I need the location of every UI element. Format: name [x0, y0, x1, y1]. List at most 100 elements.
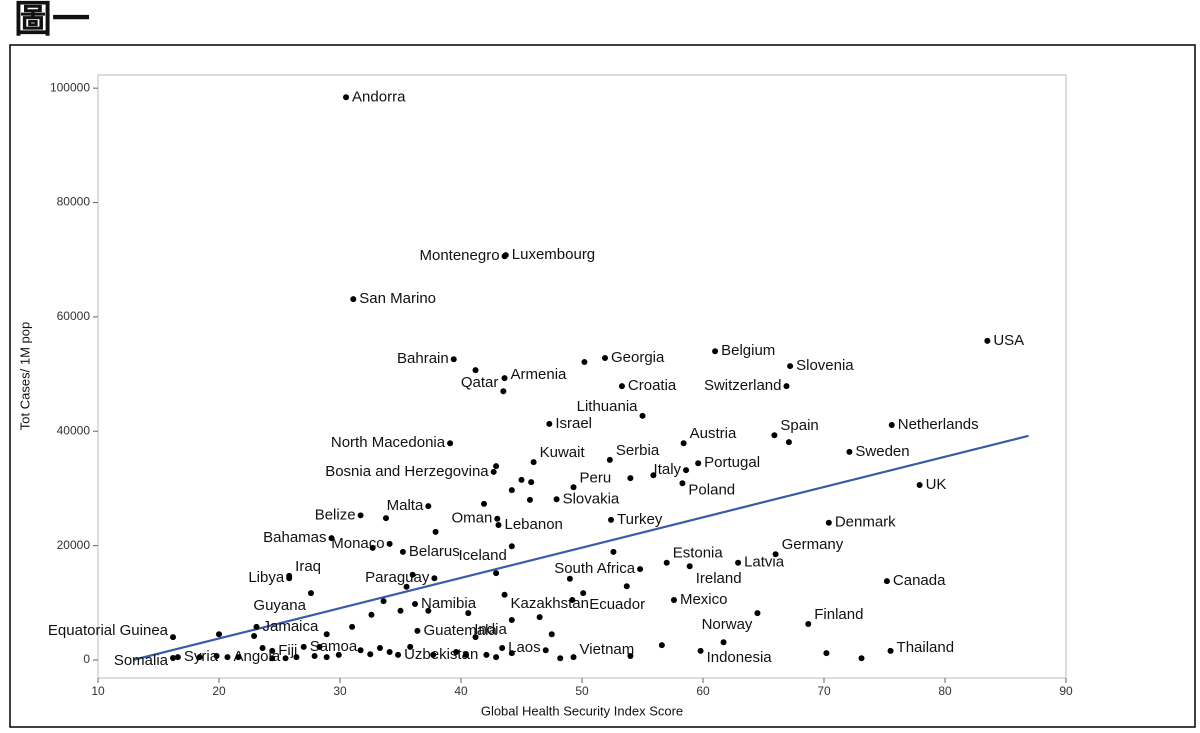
x-tick-label: 30 [333, 684, 347, 698]
point [501, 375, 508, 382]
point-label: Qatar [461, 374, 499, 391]
point [581, 359, 588, 366]
point [570, 654, 577, 661]
point [566, 575, 573, 582]
point [772, 551, 779, 558]
point-label: Georgia [611, 349, 665, 366]
point [650, 472, 657, 479]
point [453, 648, 460, 655]
point-label: Sweden [855, 443, 909, 460]
point [349, 623, 356, 630]
point [508, 650, 515, 657]
point [286, 572, 293, 579]
point [450, 356, 457, 363]
point-label: Peru [580, 469, 612, 486]
point-label: Italy [654, 461, 682, 478]
point [368, 611, 375, 618]
point-label: Andorra [352, 88, 406, 105]
point-label: South Africa [554, 560, 636, 577]
point-label: Slovenia [796, 357, 854, 374]
point-label: Mexico [680, 591, 728, 608]
x-axis-label: Global Health Security Index Score [481, 703, 683, 718]
point [639, 412, 646, 419]
point-label: Netherlands [898, 416, 979, 433]
point [472, 367, 479, 374]
point [783, 383, 790, 390]
chart-title: 圖一 [14, 0, 90, 41]
point [323, 631, 330, 638]
point [528, 479, 535, 486]
point-label: Austria [690, 425, 737, 442]
point-label: Latvia [744, 554, 785, 571]
point-label: Germany [782, 536, 844, 553]
point [493, 463, 500, 470]
point [465, 610, 472, 617]
point [350, 296, 357, 303]
point-label: Bahamas [263, 529, 326, 546]
point [343, 94, 350, 101]
point [500, 388, 507, 395]
point [311, 652, 318, 659]
point [663, 559, 670, 566]
x-tick-label: 10 [91, 684, 105, 698]
point [823, 650, 830, 657]
x-tick-label: 40 [454, 684, 468, 698]
point [386, 540, 393, 547]
point [367, 651, 374, 658]
point-label: Belarus [409, 543, 460, 560]
point [712, 348, 719, 355]
point [720, 639, 727, 646]
point [536, 614, 543, 621]
point-label: Belgium [721, 342, 775, 359]
point [269, 655, 276, 662]
point [357, 512, 364, 519]
point [805, 620, 812, 627]
point [386, 648, 393, 655]
point-label: Oman [451, 510, 492, 527]
point [490, 468, 497, 475]
point-label: Guatemala [423, 622, 497, 639]
point-label: North Macedonia [331, 434, 446, 451]
point [526, 496, 533, 503]
x-tick-label: 70 [817, 684, 831, 698]
point [754, 610, 761, 617]
point [480, 500, 487, 507]
point [508, 616, 515, 623]
point [608, 516, 615, 523]
point-label: Portugal [704, 454, 760, 471]
point-label: Thailand [897, 639, 955, 656]
y-tick-label: 20000 [57, 538, 91, 552]
point [697, 647, 704, 654]
point [887, 647, 894, 654]
point [499, 644, 506, 651]
point [382, 515, 389, 522]
point-label: Jamaica [263, 618, 320, 635]
point [888, 421, 895, 428]
point-label: UK [926, 476, 947, 493]
point [658, 642, 665, 649]
point [395, 651, 402, 658]
point [679, 480, 686, 487]
point-label: Kuwait [540, 444, 586, 461]
point [606, 456, 613, 463]
point [269, 647, 276, 654]
point-label: Israel [555, 415, 592, 432]
point-label: Laos [508, 639, 541, 656]
point [316, 643, 323, 650]
point [670, 596, 677, 603]
point [785, 439, 792, 446]
point [501, 591, 508, 598]
point-label: India [474, 621, 507, 638]
point [627, 475, 634, 482]
point-label: Indonesia [707, 649, 773, 666]
point-label: Lithuania [577, 398, 639, 415]
point-label: Denmark [835, 514, 896, 531]
point [580, 590, 587, 597]
point-label: Bahrain [397, 350, 449, 367]
point [495, 522, 502, 529]
point-label: Malta [387, 497, 424, 514]
point [174, 654, 181, 661]
point [637, 566, 644, 573]
point-label: Serbia [616, 442, 660, 459]
point-label: San Marino [359, 290, 436, 307]
